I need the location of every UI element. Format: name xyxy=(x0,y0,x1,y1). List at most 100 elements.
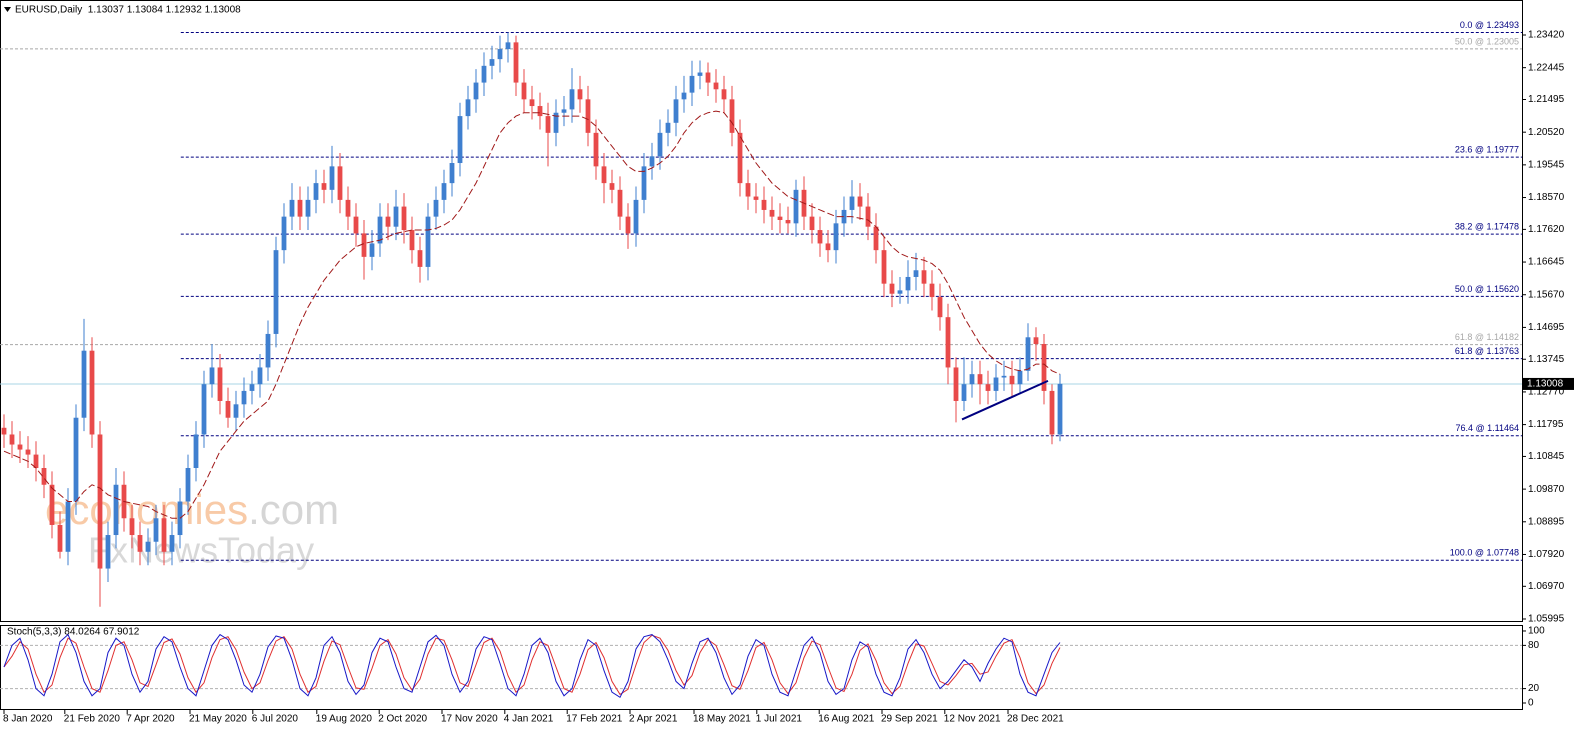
y-tick-label: 1.23420 xyxy=(1528,30,1565,41)
x-tick-label: 2 Apr 2021 xyxy=(629,714,678,725)
y-tick-label: 1.11795 xyxy=(1528,419,1564,430)
candle-body xyxy=(49,484,55,525)
menu-triangle[interactable] xyxy=(4,7,11,12)
candle-body xyxy=(601,166,607,184)
y-tick-label: 1.22445 xyxy=(1528,62,1565,73)
candle-body xyxy=(385,216,391,227)
candle-body xyxy=(569,89,575,110)
candle-body xyxy=(417,250,423,267)
candle-body xyxy=(713,82,719,90)
candle-body xyxy=(425,216,431,267)
candle-body xyxy=(217,367,223,401)
x-tick-label: 19 Aug 2020 xyxy=(316,714,373,725)
candle-body xyxy=(553,112,559,133)
candle-body xyxy=(457,116,463,164)
candle-body xyxy=(409,230,415,251)
fib-label: 100.0 @ 1.07748 xyxy=(1450,548,1519,558)
candle-body xyxy=(153,518,159,542)
y-tick-label: 1.21495 xyxy=(1528,94,1565,105)
candle-body xyxy=(721,89,727,100)
y-tick-label: 1.14695 xyxy=(1528,322,1565,333)
x-tick-label: 4 Jan 2021 xyxy=(504,714,554,725)
candle-body xyxy=(785,219,791,224)
candle-body xyxy=(897,290,903,294)
candle-body xyxy=(905,276,911,291)
fib-label: 61.8 @ 1.13763 xyxy=(1455,346,1519,356)
x-tick-label: 21 Feb 2020 xyxy=(64,714,121,725)
candle-body xyxy=(953,367,959,401)
candle-body xyxy=(193,434,199,468)
candle-body xyxy=(113,484,119,536)
candle-body xyxy=(97,434,103,569)
fib-label: 50.0 @ 1.23005 xyxy=(1455,36,1519,46)
candle-body xyxy=(1049,390,1055,435)
candle-body xyxy=(625,216,631,234)
candle-body xyxy=(729,99,735,133)
fib-label: 38.2 @ 1.17478 xyxy=(1455,222,1519,232)
candle-body xyxy=(857,196,863,207)
candle-body xyxy=(1041,343,1047,391)
y-tick-label: 1.06970 xyxy=(1528,581,1565,592)
candle-body xyxy=(537,106,543,117)
x-tick-label: 8 Jan 2020 xyxy=(3,714,53,725)
candle-body xyxy=(745,183,751,197)
candle-body xyxy=(937,297,943,318)
candle-body xyxy=(841,209,847,224)
candle-body xyxy=(401,206,407,231)
candle-body xyxy=(1017,370,1023,385)
candle-body xyxy=(793,189,799,224)
candle-body xyxy=(833,223,839,251)
stoch-d xyxy=(3,634,1061,696)
fib-label: 76.4 @ 1.11464 xyxy=(1455,423,1519,433)
candle-body xyxy=(481,65,487,83)
candle-body xyxy=(1025,337,1031,371)
candle-body xyxy=(777,216,783,220)
candle-body xyxy=(89,350,95,435)
candle-body xyxy=(849,196,855,210)
y-tick-label: 1.12770 xyxy=(1528,387,1565,398)
current-price-box xyxy=(1523,377,1574,390)
candle-body xyxy=(233,404,239,418)
candle-body xyxy=(577,89,583,100)
candle-body xyxy=(985,384,991,391)
stoch-tick-label: 20 xyxy=(1528,683,1540,694)
candle-body xyxy=(465,99,471,117)
candle-body xyxy=(913,270,919,277)
candle-body xyxy=(33,454,39,468)
candle-body xyxy=(329,166,335,190)
candle-body xyxy=(105,535,111,569)
x-tick-label: 28 Dec 2021 xyxy=(1007,714,1064,725)
candle-body xyxy=(25,449,31,455)
candle-body xyxy=(929,283,935,298)
candle-body xyxy=(825,243,831,251)
candle-body xyxy=(249,384,255,391)
candle-body xyxy=(57,524,63,552)
candle-body xyxy=(321,183,327,190)
candle-body xyxy=(609,183,615,190)
candle-body xyxy=(145,541,151,552)
y-tick-label: 1.10845 xyxy=(1528,451,1565,462)
candle-body xyxy=(817,230,823,244)
y-tick-label: 1.15670 xyxy=(1528,289,1565,300)
x-tick-label: 21 May 2020 xyxy=(189,714,247,725)
candle-body xyxy=(505,42,511,50)
candle-body xyxy=(641,166,647,200)
main-pane xyxy=(0,0,1523,622)
y-tick-label: 1.17620 xyxy=(1528,224,1565,235)
y-tick-label: 1.16645 xyxy=(1528,257,1565,268)
candle-body xyxy=(881,250,887,284)
candle-body xyxy=(1057,383,1063,435)
candle-body xyxy=(1,427,7,435)
candle-body xyxy=(129,518,135,536)
candle-body xyxy=(521,82,527,100)
trendline xyxy=(961,379,1049,421)
candle-body xyxy=(345,199,351,217)
watermark-brand-main: economies xyxy=(45,486,248,533)
candle-body xyxy=(657,132,663,157)
candle-body xyxy=(17,444,23,450)
candle-body xyxy=(353,216,359,234)
candle-body xyxy=(529,99,535,107)
x-tick-label: 16 Aug 2021 xyxy=(818,714,875,725)
